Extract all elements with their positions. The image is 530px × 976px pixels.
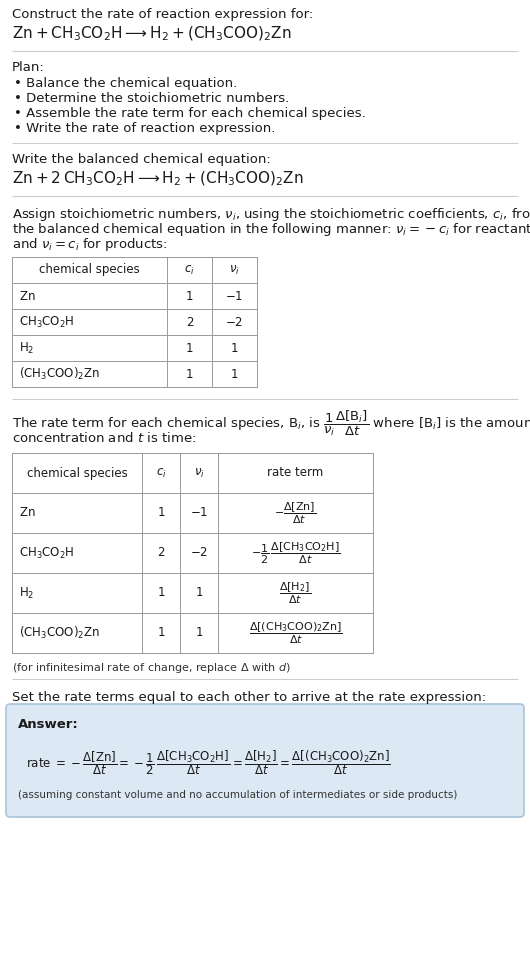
Text: 1: 1 [186, 342, 193, 354]
Text: $\dfrac{\Delta[\mathrm{H_2}]}{\Delta t}$: $\dfrac{\Delta[\mathrm{H_2}]}{\Delta t}$ [279, 581, 312, 606]
Text: the balanced chemical equation in the following manner: $\nu_i = -c_i$ for react: the balanced chemical equation in the fo… [12, 221, 530, 238]
Text: $\nu_i$: $\nu_i$ [229, 264, 240, 276]
Text: (assuming constant volume and no accumulation of intermediates or side products): (assuming constant volume and no accumul… [18, 790, 457, 800]
Text: 1: 1 [186, 368, 193, 381]
Text: $-\dfrac{\Delta[\mathrm{Zn}]}{\Delta t}$: $-\dfrac{\Delta[\mathrm{Zn}]}{\Delta t}$ [275, 501, 316, 526]
Text: $\mathrm{CH_3CO_2H}$: $\mathrm{CH_3CO_2H}$ [19, 546, 75, 560]
Text: $-1$: $-1$ [225, 290, 244, 303]
Text: 1: 1 [231, 342, 239, 354]
Text: • Write the rate of reaction expression.: • Write the rate of reaction expression. [14, 122, 276, 135]
Text: 2: 2 [186, 315, 193, 329]
Text: $\mathrm{CH_3CO_2H}$: $\mathrm{CH_3CO_2H}$ [19, 314, 75, 330]
Text: $-\dfrac{1}{2}\,\dfrac{\Delta[\mathrm{CH_3CO_2H}]}{\Delta t}$: $-\dfrac{1}{2}\,\dfrac{\Delta[\mathrm{CH… [251, 541, 340, 566]
Text: Plan:: Plan: [12, 61, 45, 74]
Text: 1: 1 [195, 627, 203, 639]
Text: $\mathrm{(CH_3COO)_2Zn}$: $\mathrm{(CH_3COO)_2Zn}$ [19, 625, 100, 641]
Text: $-1$: $-1$ [190, 507, 208, 519]
Text: $\nu_i$: $\nu_i$ [193, 467, 205, 479]
Text: 1: 1 [157, 627, 165, 639]
Text: 1: 1 [157, 587, 165, 599]
Text: chemical species: chemical species [39, 264, 140, 276]
Text: $\dfrac{\Delta[(\mathrm{CH_3COO})_2\mathrm{Zn}]}{\Delta t}$: $\dfrac{\Delta[(\mathrm{CH_3COO})_2\math… [249, 621, 342, 646]
Text: 1: 1 [186, 290, 193, 303]
Text: concentration and $t$ is time:: concentration and $t$ is time: [12, 431, 196, 445]
Text: $\mathrm{Zn}$: $\mathrm{Zn}$ [19, 507, 36, 519]
FancyBboxPatch shape [6, 704, 524, 817]
Text: Write the balanced chemical equation:: Write the balanced chemical equation: [12, 153, 271, 166]
Text: Set the rate terms equal to each other to arrive at the rate expression:: Set the rate terms equal to each other t… [12, 691, 486, 704]
Text: $\mathrm{Zn + CH_3CO_2H \longrightarrow H_2 + (CH_3COO)_2Zn}$: $\mathrm{Zn + CH_3CO_2H \longrightarrow … [12, 25, 292, 43]
Text: 2: 2 [157, 547, 165, 559]
Text: $\mathrm{Zn}$: $\mathrm{Zn}$ [19, 290, 36, 303]
Text: $\mathrm{H_2}$: $\mathrm{H_2}$ [19, 341, 34, 355]
Text: $c_i$: $c_i$ [184, 264, 195, 276]
Text: and $\nu_i = c_i$ for products:: and $\nu_i = c_i$ for products: [12, 236, 167, 253]
Text: chemical species: chemical species [26, 467, 127, 479]
Text: Answer:: Answer: [18, 718, 79, 731]
Text: rate $= -\dfrac{\Delta[\mathrm{Zn}]}{\Delta t} = -\dfrac{1}{2}\,\dfrac{\Delta[\m: rate $= -\dfrac{\Delta[\mathrm{Zn}]}{\De… [26, 749, 391, 778]
Text: 1: 1 [157, 507, 165, 519]
Text: The rate term for each chemical species, $\mathrm{B}_i$, is $\dfrac{1}{\nu_i}\df: The rate term for each chemical species,… [12, 409, 530, 438]
Text: • Balance the chemical equation.: • Balance the chemical equation. [14, 77, 237, 90]
Text: $\mathrm{H_2}$: $\mathrm{H_2}$ [19, 586, 34, 600]
Text: (for infinitesimal rate of change, replace $\Delta$ with $d$): (for infinitesimal rate of change, repla… [12, 661, 291, 675]
Text: Construct the rate of reaction expression for:: Construct the rate of reaction expressio… [12, 8, 313, 21]
Text: rate term: rate term [267, 467, 324, 479]
Text: • Determine the stoichiometric numbers.: • Determine the stoichiometric numbers. [14, 92, 289, 105]
Text: • Assemble the rate term for each chemical species.: • Assemble the rate term for each chemic… [14, 107, 366, 120]
Text: $\mathrm{Zn + 2\, CH_3CO_2H \longrightarrow H_2 + (CH_3COO)_2Zn}$: $\mathrm{Zn + 2\, CH_3CO_2H \longrightar… [12, 170, 304, 188]
Text: Assign stoichiometric numbers, $\nu_i$, using the stoichiometric coefficients, $: Assign stoichiometric numbers, $\nu_i$, … [12, 206, 530, 223]
Text: $\mathrm{(CH_3COO)_2Zn}$: $\mathrm{(CH_3COO)_2Zn}$ [19, 366, 100, 382]
Text: 1: 1 [231, 368, 239, 381]
Text: $-2$: $-2$ [190, 547, 208, 559]
Text: 1: 1 [195, 587, 203, 599]
Text: $c_i$: $c_i$ [156, 467, 166, 479]
Text: $-2$: $-2$ [225, 315, 244, 329]
